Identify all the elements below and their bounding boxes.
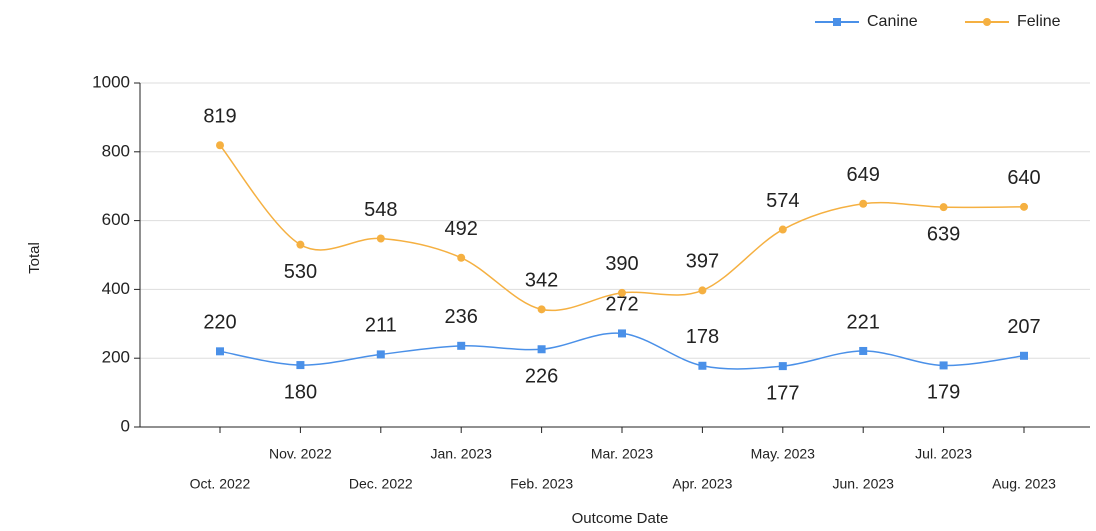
data-label: 390 bbox=[605, 253, 638, 275]
data-label: 221 bbox=[847, 311, 880, 333]
data-label: 211 bbox=[365, 315, 397, 337]
marker bbox=[778, 362, 787, 371]
x-tick-label: Oct. 2022 bbox=[190, 476, 251, 492]
x-tick-label: Mar. 2023 bbox=[591, 446, 653, 462]
legend-marker bbox=[983, 18, 991, 26]
data-label: 819 bbox=[203, 106, 236, 128]
y-tick-label: 1000 bbox=[92, 72, 130, 91]
marker bbox=[216, 347, 224, 356]
data-label: 178 bbox=[686, 326, 719, 348]
legend-marker bbox=[833, 18, 841, 26]
y-tick-label: 800 bbox=[102, 141, 130, 160]
marker bbox=[939, 203, 948, 212]
marker bbox=[698, 286, 707, 295]
data-label: 397 bbox=[686, 251, 719, 273]
marker bbox=[376, 350, 385, 359]
marker bbox=[296, 240, 305, 249]
legend-label: Feline bbox=[1017, 13, 1061, 30]
data-label: 649 bbox=[847, 164, 880, 186]
marker bbox=[618, 288, 626, 297]
marker bbox=[618, 329, 626, 338]
marker bbox=[859, 199, 868, 208]
data-label: 639 bbox=[927, 223, 960, 245]
data-label: 207 bbox=[1007, 316, 1040, 338]
x-tick-label: Nov. 2022 bbox=[269, 446, 332, 462]
data-label: 342 bbox=[525, 270, 558, 292]
y-tick-label: 600 bbox=[102, 210, 130, 229]
x-tick-label: Jan. 2023 bbox=[430, 446, 492, 462]
marker bbox=[216, 141, 224, 150]
x-tick-label: Jul. 2023 bbox=[915, 446, 972, 462]
marker bbox=[778, 225, 787, 234]
data-label: 179 bbox=[927, 382, 960, 404]
data-label: 640 bbox=[1007, 167, 1040, 189]
data-label: 180 bbox=[284, 381, 317, 403]
y-tick-label: 200 bbox=[102, 348, 130, 367]
data-label: 574 bbox=[766, 190, 799, 212]
marker bbox=[457, 341, 466, 350]
data-label: 548 bbox=[364, 199, 397, 221]
x-tick-label: Dec. 2022 bbox=[349, 476, 413, 492]
data-label: 272 bbox=[605, 294, 638, 316]
series-line bbox=[219, 332, 1025, 370]
marker bbox=[939, 361, 948, 370]
x-tick-label: May. 2023 bbox=[751, 446, 816, 462]
series-line bbox=[219, 144, 1025, 312]
y-axis-title: Total bbox=[26, 242, 43, 274]
data-label: 236 bbox=[445, 306, 478, 328]
marker bbox=[537, 305, 546, 314]
data-label: 177 bbox=[766, 382, 799, 404]
marker bbox=[859, 346, 868, 355]
y-tick-label: 400 bbox=[102, 279, 130, 298]
x-tick-label: Feb. 2023 bbox=[510, 476, 573, 492]
x-tick-label: Aug. 2023 bbox=[992, 476, 1056, 492]
marker bbox=[1020, 202, 1028, 211]
marker bbox=[296, 361, 305, 370]
marker bbox=[376, 234, 385, 243]
x-tick-label: Apr. 2023 bbox=[672, 476, 732, 492]
marker bbox=[457, 253, 466, 262]
marker bbox=[1020, 351, 1028, 360]
data-label: 492 bbox=[445, 218, 478, 240]
data-label: 226 bbox=[525, 366, 558, 388]
marker bbox=[698, 361, 707, 370]
x-axis-title: Outcome Date bbox=[572, 510, 669, 527]
legend-label: Canine bbox=[867, 13, 918, 30]
x-tick-label: Jun. 2023 bbox=[832, 476, 894, 492]
marker bbox=[537, 345, 546, 354]
data-label: 530 bbox=[284, 261, 317, 283]
y-tick-label: 0 bbox=[121, 416, 130, 435]
data-label: 220 bbox=[203, 312, 236, 334]
